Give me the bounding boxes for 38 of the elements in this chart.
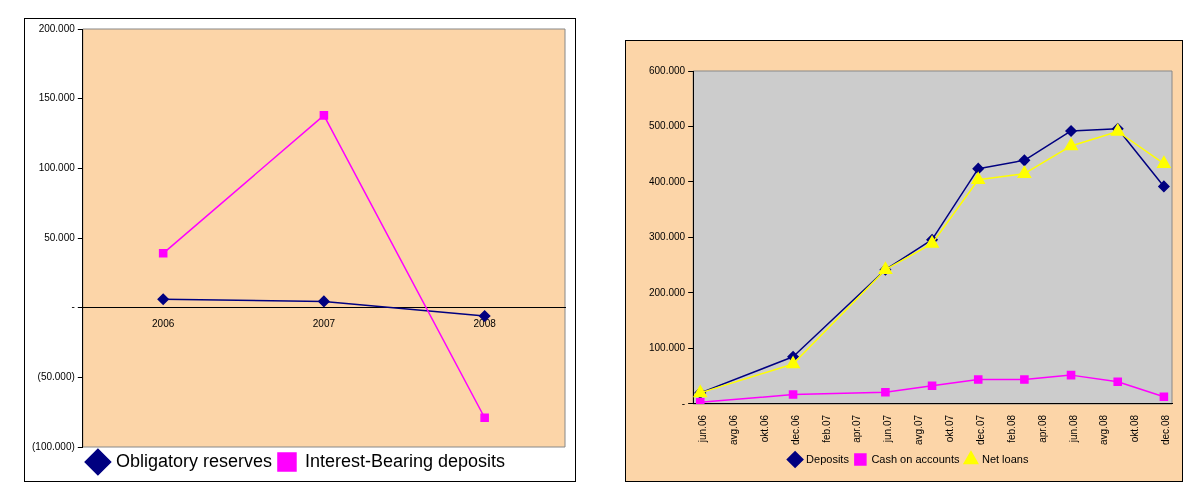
x-tick-label: jun.06	[696, 414, 708, 444]
x-tick-label: avg.08	[1098, 414, 1110, 446]
x-tick-label: okt.07	[943, 414, 955, 443]
y-tick-label: 100.000	[38, 162, 76, 174]
legend-label: Net loans	[981, 452, 1029, 465]
x-tick-label: apr.08	[1036, 414, 1048, 443]
x-tick-label: okt.08	[1129, 414, 1141, 443]
legend-label: Interest-Bearing deposits	[304, 450, 506, 471]
y-tick-label: 200.000	[38, 22, 76, 34]
y-tick-label: 150.000	[38, 92, 76, 104]
y-tick-label: 300.000	[648, 231, 686, 243]
x-tick-label: feb.07	[820, 414, 832, 443]
x-tick-label: avg.06	[727, 414, 739, 446]
x-tick-label: okt.06	[758, 414, 770, 443]
x-tick-label: dec.06	[789, 414, 801, 446]
x-tick-label: dec.07	[974, 414, 986, 446]
legend-label: Obligatory reserves	[115, 450, 272, 471]
y-tick-label: 200.000	[648, 286, 686, 298]
x-tick-label: jun.08	[1067, 414, 1079, 444]
x-tick-label: avg.07	[912, 414, 924, 446]
x-tick-label: apr.07	[850, 414, 862, 443]
legend-label: Cash on accounts	[871, 452, 960, 465]
y-tick-label: 400.000	[648, 175, 686, 187]
x-tick-label: 2007	[312, 318, 336, 330]
x-tick-label: 2008	[473, 318, 497, 330]
y-tick-label: 600.000	[648, 64, 686, 76]
x-tick-label: jun.07	[881, 414, 893, 444]
y-tick-label: (100.000)	[32, 440, 75, 452]
x-tick-label: 2006	[152, 318, 175, 330]
y-tick-label: 50.000	[44, 231, 76, 243]
y-tick-label: -	[681, 397, 686, 409]
legend-label: Deposits	[806, 452, 850, 465]
y-tick-label: -	[71, 301, 75, 313]
y-tick-label: (50.000)	[37, 371, 75, 383]
x-tick-label: dec.08	[1160, 414, 1172, 446]
x-tick-label: feb.08	[1006, 414, 1018, 443]
y-tick-label: 500.000	[648, 120, 686, 132]
y-tick-label: 100.000	[648, 342, 686, 354]
